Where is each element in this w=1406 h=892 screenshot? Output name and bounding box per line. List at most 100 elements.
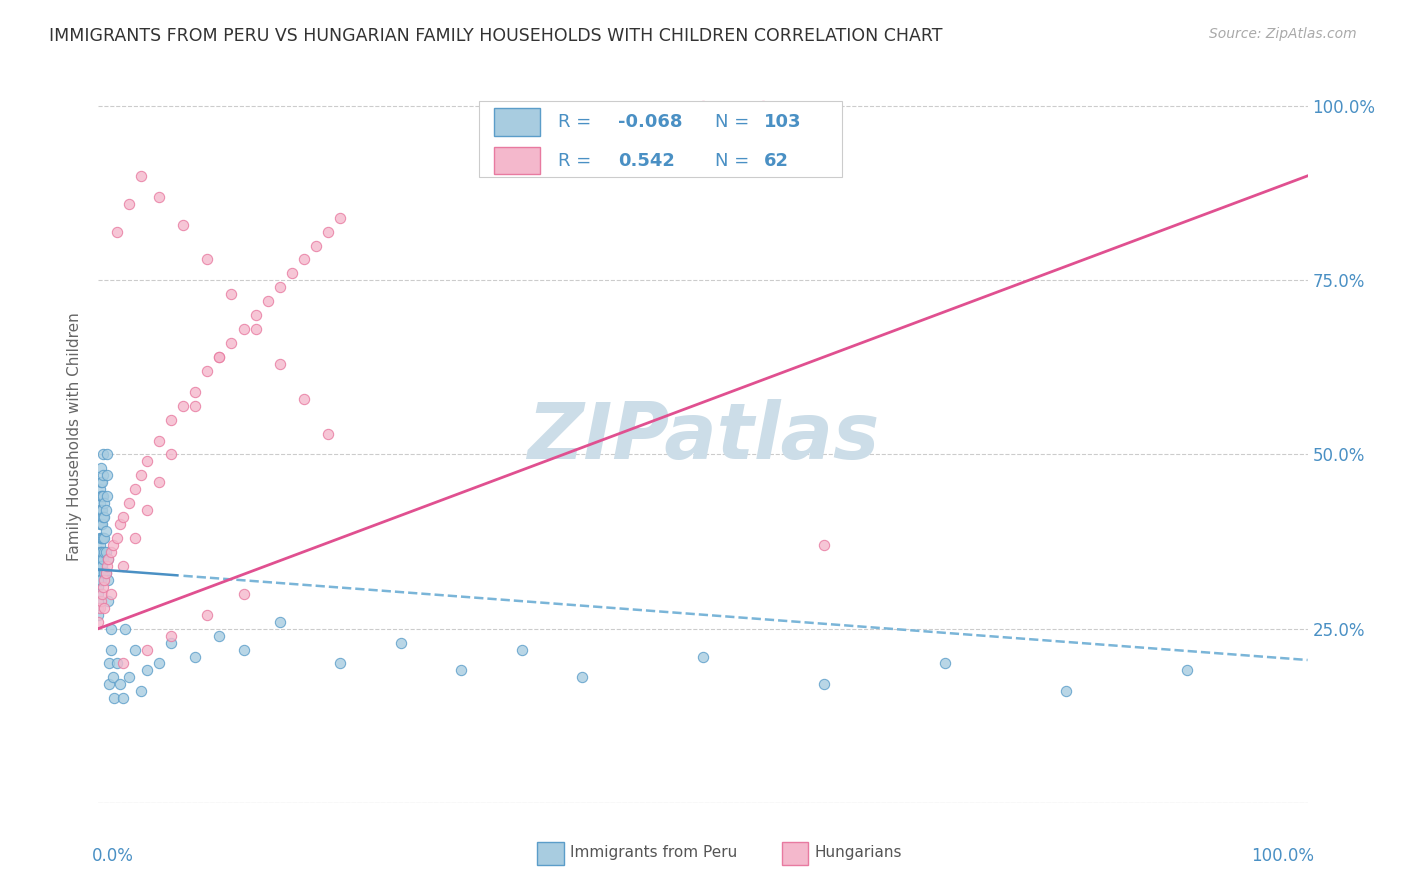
Text: Source: ZipAtlas.com: Source: ZipAtlas.com <box>1209 27 1357 41</box>
Point <box>87 594 110 608</box>
Point <box>98 657 121 671</box>
Text: N =: N = <box>716 113 755 131</box>
Point <box>571 670 593 684</box>
Point <box>172 218 194 232</box>
Point <box>87 580 110 594</box>
Point <box>98 677 121 691</box>
Point <box>124 483 146 497</box>
Point <box>124 642 146 657</box>
Point <box>934 657 956 671</box>
Point <box>105 531 128 545</box>
Point <box>316 426 339 441</box>
Point <box>105 657 128 671</box>
Point <box>292 252 315 267</box>
FancyBboxPatch shape <box>537 841 564 865</box>
Point <box>91 545 114 559</box>
Point <box>232 322 254 336</box>
Point <box>245 322 267 336</box>
Point <box>94 566 117 580</box>
Point <box>94 566 117 580</box>
Point <box>90 558 112 573</box>
Point <box>87 587 110 601</box>
Point <box>232 587 254 601</box>
Point <box>89 517 111 532</box>
Point <box>89 531 111 545</box>
Point <box>91 448 114 462</box>
Text: 0.0%: 0.0% <box>93 847 134 864</box>
Text: 0.542: 0.542 <box>619 152 675 169</box>
Point <box>111 510 134 524</box>
Point <box>195 607 218 622</box>
Point <box>87 552 110 566</box>
Point <box>90 531 112 545</box>
Point <box>329 211 352 225</box>
Y-axis label: Family Households with Children: Family Households with Children <box>67 313 83 561</box>
Point <box>87 607 110 622</box>
Point <box>96 468 118 483</box>
Point <box>148 475 170 490</box>
Point <box>1054 684 1077 698</box>
Point <box>91 531 114 545</box>
Point <box>114 622 136 636</box>
Point <box>135 503 157 517</box>
Text: Hungarians: Hungarians <box>814 845 901 860</box>
Point <box>89 483 111 497</box>
Point <box>96 489 118 503</box>
Point <box>329 657 352 671</box>
Point <box>93 566 115 580</box>
Point <box>90 545 112 559</box>
Text: ZIPatlas: ZIPatlas <box>527 399 879 475</box>
Point <box>111 558 134 573</box>
Point <box>90 594 112 608</box>
FancyBboxPatch shape <box>782 841 808 865</box>
Point <box>269 615 291 629</box>
Point <box>100 622 122 636</box>
Point <box>94 545 117 559</box>
Point <box>208 350 231 364</box>
Point <box>89 573 111 587</box>
Point <box>90 573 112 587</box>
Point <box>124 531 146 545</box>
Point <box>195 252 218 267</box>
Point <box>184 399 207 413</box>
Point <box>91 489 114 503</box>
Point <box>160 448 183 462</box>
Point <box>269 357 291 371</box>
Point <box>208 350 231 364</box>
Point <box>100 587 122 601</box>
Point <box>100 545 122 559</box>
Point <box>118 196 141 211</box>
Point <box>93 510 115 524</box>
Point <box>195 364 218 378</box>
Point <box>100 642 122 657</box>
Point <box>87 600 110 615</box>
Point <box>91 531 114 545</box>
Point <box>813 677 835 691</box>
FancyBboxPatch shape <box>494 146 540 175</box>
Point <box>101 538 124 552</box>
Point <box>97 594 120 608</box>
Text: 62: 62 <box>763 152 789 169</box>
Point <box>221 287 243 301</box>
Point <box>118 670 141 684</box>
Point <box>89 566 111 580</box>
Point <box>91 552 114 566</box>
Point <box>160 635 183 649</box>
Point <box>97 552 120 566</box>
Point <box>105 225 128 239</box>
Point <box>91 510 114 524</box>
Point <box>91 475 114 490</box>
Point <box>184 384 207 399</box>
Point <box>90 461 112 475</box>
Point <box>87 573 110 587</box>
Point <box>129 684 152 698</box>
Point <box>89 552 111 566</box>
Point <box>148 434 170 448</box>
Point <box>184 649 207 664</box>
Point <box>91 580 114 594</box>
Point <box>510 642 533 657</box>
Point <box>87 558 110 573</box>
Point <box>245 308 267 322</box>
Point <box>89 496 111 510</box>
Point <box>256 294 278 309</box>
